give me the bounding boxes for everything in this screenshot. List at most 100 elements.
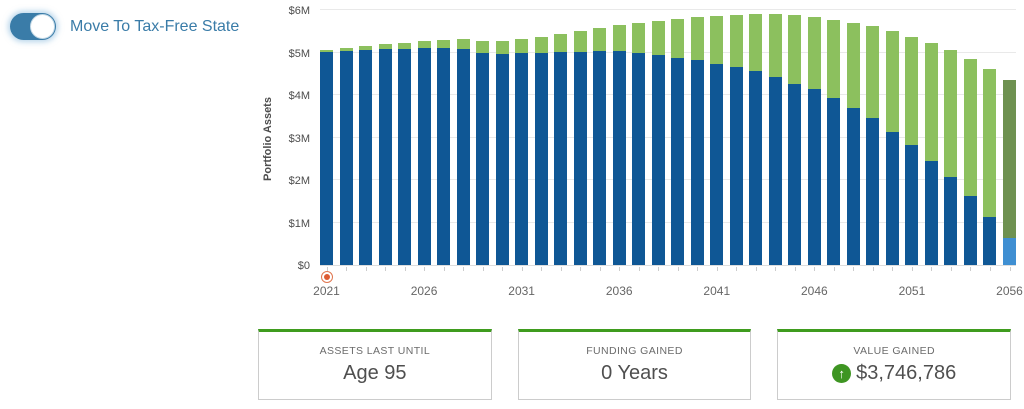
stacked-bar-2032[interactable] [534, 36, 548, 265]
bar-segment-gain [749, 14, 763, 71]
bar-segment-base [1003, 238, 1016, 265]
stacked-bar-2030[interactable] [495, 40, 509, 265]
stacked-bar-2027[interactable] [437, 40, 451, 265]
x-axis-tick [404, 267, 406, 271]
bar-segment-base [788, 83, 802, 265]
bar-segment-gain [378, 44, 392, 50]
bar-segment-gain [554, 33, 568, 53]
x-axis-tick [619, 267, 621, 271]
stacked-bar-2031[interactable] [515, 39, 529, 265]
x-axis-tick [853, 267, 855, 271]
x-axis-tick [346, 267, 347, 271]
stacked-bar-2040[interactable] [690, 17, 704, 265]
x-axis-tick [365, 267, 367, 271]
bar-segment-base [554, 52, 568, 265]
bar-segment-base [515, 52, 529, 265]
bar-segment-gain [866, 26, 880, 119]
value-gained-card: VALUE GAINED ↑ $3,746,786 [777, 329, 1012, 400]
stacked-bar-2056[interactable] [1003, 80, 1016, 265]
funding-gained-card: FUNDING GAINED 0 Years [517, 329, 752, 400]
bar-segment-gain [359, 45, 373, 50]
bar-segment-base [924, 160, 938, 265]
bar-segment-gain [827, 19, 841, 99]
current-year-marker-icon[interactable] [320, 271, 333, 283]
y-axis-tick-label: $0 [297, 260, 310, 272]
x-axis-tick [716, 267, 718, 271]
stacked-bar-2055[interactable] [983, 69, 997, 265]
bar-segment-base [456, 49, 470, 265]
bar-segment-base [320, 52, 333, 265]
x-axis-tick [833, 267, 835, 271]
card-title: ASSETS LAST UNTIL [319, 345, 431, 357]
bar-segment-gain [963, 58, 977, 196]
value-gained-amount: $3,746,786 [856, 362, 957, 384]
bar-segment-gain [515, 39, 529, 53]
stacked-bar-2025[interactable] [398, 42, 412, 265]
bar-segment-gain [320, 49, 333, 53]
stacked-bar-2029[interactable] [476, 41, 490, 265]
stacked-bar-2050[interactable] [885, 31, 899, 265]
stacked-bar-2041[interactable] [710, 15, 724, 265]
bar-segment-gain [885, 31, 899, 132]
stacked-bar-2049[interactable] [866, 26, 880, 265]
stacked-bar-2043[interactable] [749, 14, 763, 265]
bar-segment-base [866, 118, 880, 265]
bar-segment-gain [807, 17, 821, 90]
stacked-bar-2035[interactable] [593, 28, 607, 265]
move-to-tax-free-state-toggle[interactable] [10, 13, 56, 40]
x-axis-tick [580, 267, 582, 271]
bar-segment-gain [924, 42, 938, 161]
stacked-bar-2045[interactable] [788, 15, 802, 265]
bar-segment-base [827, 98, 841, 265]
x-axis-tick [385, 267, 387, 271]
bar-segment-gain [612, 25, 626, 51]
bar-segment-base [593, 51, 607, 265]
bar-segment-base [612, 50, 626, 265]
bar-segment-base [573, 51, 587, 265]
stacked-bar-2051[interactable] [905, 36, 919, 265]
stacked-bar-2046[interactable] [807, 17, 821, 265]
x-axis-tick [911, 267, 913, 271]
bar-segment-gain [339, 47, 353, 51]
stacked-bar-2026[interactable] [417, 41, 431, 265]
x-axis-tick [950, 267, 952, 271]
x-axis-tick-label: 2041 [703, 284, 731, 298]
bar-segment-gain [437, 40, 451, 49]
stacked-bar-2024[interactable] [378, 44, 392, 265]
stacked-bar-2038[interactable] [651, 20, 665, 265]
x-axis-tick [775, 267, 777, 271]
stacked-bar-2023[interactable] [359, 45, 373, 265]
stacked-bar-2022[interactable] [339, 47, 353, 265]
gridline [320, 221, 1016, 223]
gridline [320, 94, 1016, 95]
x-axis-tick-label: 2026 [410, 284, 438, 298]
x-axis-tick [970, 267, 972, 271]
stacked-bar-2028[interactable] [456, 39, 470, 265]
stacked-bar-2034[interactable] [573, 30, 587, 265]
card-value: ↑ $3,746,786 [778, 362, 1010, 385]
x-axis-tick-label: 2056 [996, 284, 1023, 298]
stacked-bar-2039[interactable] [671, 18, 685, 265]
stacked-bar-2054[interactable] [963, 58, 977, 265]
bar-segment-gain [729, 14, 743, 67]
x-axis-tick [638, 267, 640, 271]
x-axis-tick [794, 267, 796, 271]
stacked-bar-2042[interactable] [729, 14, 743, 265]
stacked-bar-2036[interactable] [612, 25, 626, 265]
stacked-bar-2044[interactable] [768, 14, 782, 265]
x-axis-tick-label: 2021 [313, 284, 340, 298]
bar-segment-base [963, 195, 977, 265]
bar-segment-gain [846, 22, 860, 108]
stacked-bar-2053[interactable] [944, 49, 958, 265]
stacked-bar-2048[interactable] [846, 22, 860, 265]
bar-segment-gain [690, 17, 704, 61]
stacked-bar-2037[interactable] [632, 22, 646, 265]
bar-segment-gain [651, 20, 665, 55]
stacked-bar-2047[interactable] [827, 19, 841, 265]
stacked-bar-2021[interactable] [320, 49, 333, 265]
y-axis-tick-label: $2M [288, 175, 310, 187]
stacked-bar-2052[interactable] [924, 42, 938, 265]
x-axis-tick-label: 2046 [800, 284, 828, 298]
stacked-bar-2033[interactable] [554, 33, 568, 265]
bar-segment-base [944, 177, 958, 265]
